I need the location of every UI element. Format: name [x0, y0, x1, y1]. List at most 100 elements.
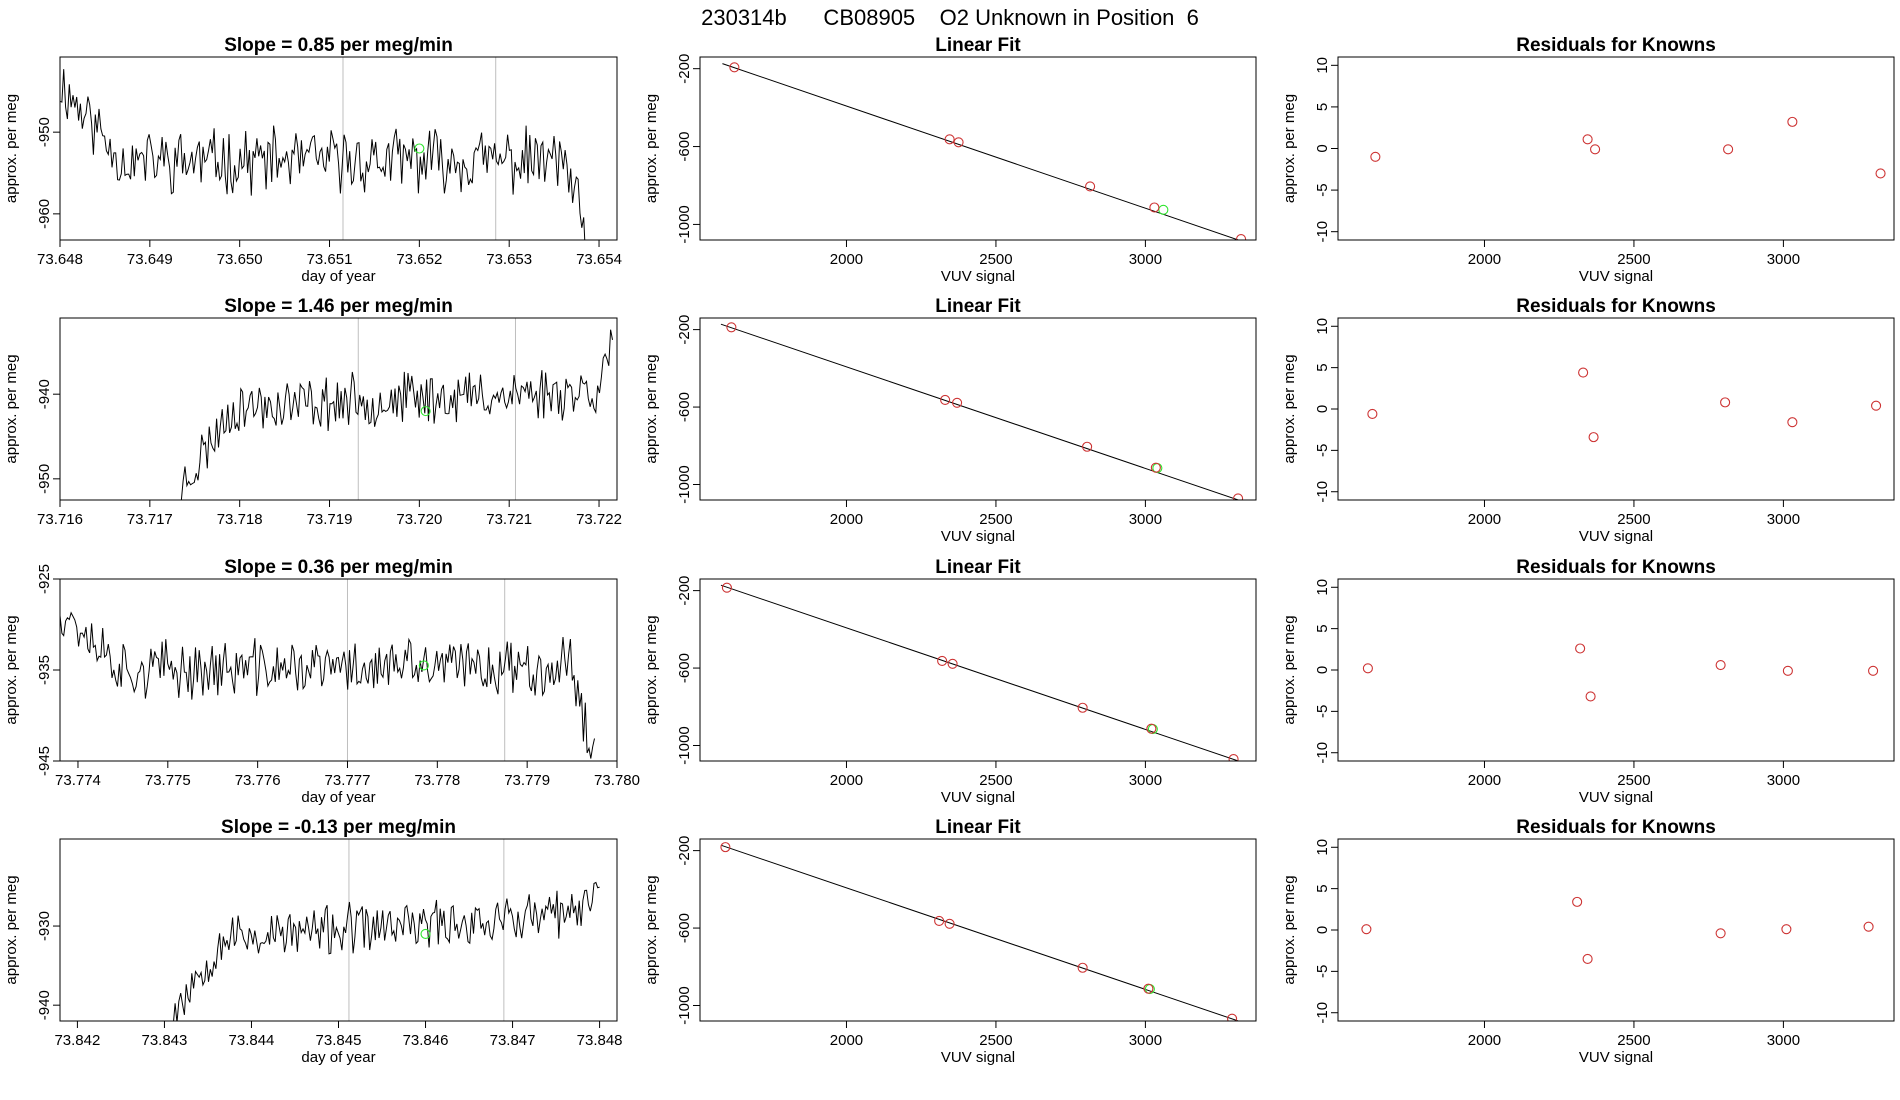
y-tick-label: 0	[1314, 144, 1331, 152]
y-axis-label: approx. per meg	[3, 615, 20, 724]
plot-area	[1370, 116, 1886, 179]
x-tick-label: 73.718	[217, 511, 263, 528]
x-tick-label: 73.846	[403, 1032, 449, 1049]
x-tick-label: 73.654	[576, 251, 622, 268]
x-axis-label: VUV signal	[941, 528, 1015, 545]
residual-point	[1575, 643, 1586, 654]
x-axis-label: VUV signal	[1579, 1049, 1653, 1066]
plot-frame	[59, 317, 618, 501]
plot-frame	[699, 56, 1257, 241]
unknown-point	[418, 660, 429, 671]
plot-area	[722, 62, 1247, 240]
y-tick-label: -200	[676, 836, 693, 866]
y-axis-label: approx. per meg	[1281, 875, 1298, 984]
x-tick-label: 73.845	[316, 1032, 362, 1049]
fit-line	[722, 63, 1240, 240]
y-axis-label: approx. per meg	[1281, 615, 1298, 724]
plot-area	[720, 582, 1240, 761]
x-tick-label: 73.777	[325, 772, 371, 789]
y-tick-label: -940	[36, 379, 53, 409]
x-axis-label: VUV signal	[1579, 789, 1653, 806]
plot-frame	[1337, 317, 1895, 501]
plot-frame	[1337, 56, 1895, 241]
residual-point	[1787, 417, 1798, 428]
known-point	[726, 322, 737, 333]
known-point	[934, 915, 945, 926]
chart-panel-3: Residuals for Knowns 10 5 0 -5 -10 approx. per…	[1281, 35, 1895, 285]
y-tick-label: 0	[1314, 666, 1331, 674]
x-tick-label: 2000	[1468, 1032, 1501, 1049]
y-tick-label: -600	[676, 913, 693, 943]
chart-panel-9: Residuals for Knowns 10 5 0 -5 -10 approx. per…	[1281, 557, 1895, 806]
plot-frame	[699, 838, 1257, 1022]
known-point	[1228, 754, 1239, 761]
x-tick-label: 2500	[1617, 1032, 1650, 1049]
plot-frame	[1337, 578, 1895, 762]
y-tick-label: -200	[676, 576, 693, 606]
data-series-line	[60, 69, 586, 240]
chart-panel-8: Linear Fit -200 -600 -1000 approx. per meg 20…	[643, 557, 1257, 806]
y-tick-label: 5	[1314, 363, 1331, 371]
x-axis-label: VUV signal	[1579, 268, 1653, 285]
x-tick-label: 73.844	[229, 1032, 275, 1049]
chart-title: Residuals for Knowns	[1516, 557, 1716, 578]
y-tick-label: 10	[1314, 57, 1331, 74]
residual-point	[1370, 151, 1381, 162]
x-tick-label: 73.649	[127, 251, 173, 268]
x-tick-label: 2500	[1617, 251, 1650, 268]
data-series-line	[173, 881, 600, 1021]
x-tick-label: 2500	[979, 1032, 1012, 1049]
x-tick-label: 2000	[830, 251, 863, 268]
x-axis-label: day of year	[301, 268, 375, 285]
residual-point	[1782, 665, 1793, 676]
y-tick-label: 10	[1314, 318, 1331, 335]
residual-point	[1585, 691, 1596, 702]
known-point	[940, 394, 951, 405]
x-tick-label: 3000	[1767, 511, 1800, 528]
unknown-point	[414, 143, 425, 154]
y-tick-label: -5	[1314, 705, 1331, 718]
x-tick-label: 2500	[1617, 772, 1650, 789]
y-tick-label: -10	[1314, 221, 1331, 243]
plot-frame	[699, 317, 1257, 501]
y-tick-label: -1000	[676, 465, 693, 503]
page-title: 230314b CB08905 O2 Unknown in Position 6	[701, 5, 1199, 30]
residual-point	[1863, 921, 1874, 932]
known-point	[1077, 702, 1088, 713]
y-tick-label: 10	[1314, 579, 1331, 596]
plot-area	[60, 579, 595, 761]
plot-area	[173, 839, 600, 1021]
chart-panel-10: Slope = -0.13 per meg/min -930 -940 approx.…	[3, 817, 623, 1066]
y-tick-label: -10	[1314, 481, 1331, 503]
x-tick-label: 2000	[1468, 511, 1501, 528]
known-point	[729, 62, 740, 73]
residual-point	[1578, 367, 1589, 378]
y-tick-label: -600	[676, 132, 693, 162]
residual-point	[1361, 924, 1372, 935]
x-tick-label: 2000	[1468, 251, 1501, 268]
chart-panel-7: Slope = 0.36 per meg/min -925 -935 -945 appr…	[3, 557, 640, 806]
residual-point	[1582, 134, 1593, 145]
residual-point	[1868, 665, 1879, 676]
chart-title: Residuals for Knowns	[1516, 35, 1716, 56]
y-axis-label: approx. per meg	[643, 615, 660, 724]
x-tick-label: 73.779	[504, 772, 550, 789]
plot-frame	[1337, 838, 1895, 1022]
x-tick-label: 73.778	[414, 772, 460, 789]
x-tick-label: 73.648	[37, 251, 83, 268]
x-tick-label: 2500	[979, 251, 1012, 268]
known-point	[721, 582, 732, 593]
y-tick-label: -925	[36, 564, 53, 594]
y-axis-label: approx. per meg	[1281, 94, 1298, 203]
x-tick-label: 3000	[1129, 251, 1162, 268]
x-tick-label: 3000	[1767, 772, 1800, 789]
x-tick-label: 2500	[1617, 511, 1650, 528]
x-tick-label: 2000	[1468, 772, 1501, 789]
x-tick-label: 3000	[1129, 511, 1162, 528]
known-point	[937, 655, 948, 666]
x-axis-label: VUV signal	[941, 1049, 1015, 1066]
plot-area	[1361, 896, 1874, 965]
unknown-point	[1158, 204, 1169, 215]
x-tick-label: 73.847	[490, 1032, 536, 1049]
y-axis-label: approx. per meg	[643, 94, 660, 203]
